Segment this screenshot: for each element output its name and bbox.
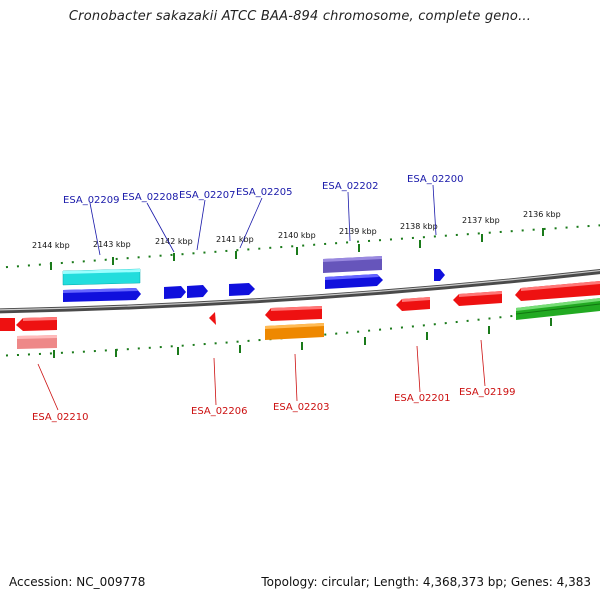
gene-label[interactable]: ESA_02208 xyxy=(122,192,179,203)
gene-label[interactable]: ESA_02202 xyxy=(322,181,379,192)
scale-label: 2141 kbp xyxy=(216,235,254,244)
scale-label: 2140 kbp xyxy=(278,231,316,240)
forward-features xyxy=(62,256,445,302)
scale-label: 2139 kbp xyxy=(339,227,377,236)
gene-label[interactable]: ESA_02207 xyxy=(179,190,236,201)
gene-feature[interactable] xyxy=(434,269,445,281)
gene-labels-bottom: ESA_02210 ESA_02206 ESA_02203 ESA_02201 … xyxy=(32,387,516,423)
gene-label[interactable]: ESA_02210 xyxy=(32,412,89,423)
accession-text: Accession: NC_009778 xyxy=(9,575,146,589)
gene-label[interactable]: ESA_02209 xyxy=(63,195,120,206)
label-leaders-top xyxy=(89,184,437,256)
gene-label[interactable]: ESA_02200 xyxy=(407,174,464,185)
major-ticks-top xyxy=(50,228,544,270)
chromosome-backbone xyxy=(0,269,600,314)
scale-label: 2136 kbp xyxy=(523,210,561,219)
gene-feature[interactable] xyxy=(209,312,216,325)
major-ticks-bottom xyxy=(53,318,552,358)
scale-label: 2143 kbp xyxy=(93,240,131,249)
label-leaders-bottom xyxy=(37,339,486,411)
genome-summary-text: Topology: circular; Length: 4,368,373 bp… xyxy=(261,575,591,589)
gene-label[interactable]: ESA_02201 xyxy=(394,393,451,404)
gene-feature[interactable] xyxy=(187,285,208,298)
gene-label[interactable]: ESA_02205 xyxy=(236,187,293,198)
gene-feature[interactable] xyxy=(515,281,600,301)
gene-feature[interactable] xyxy=(164,286,186,299)
scale-label: 2144 kbp xyxy=(32,241,70,250)
scale-label: 2138 kbp xyxy=(400,222,438,231)
gene-feature[interactable] xyxy=(229,283,255,296)
gene-labels-top: ESA_02209 ESA_02208 ESA_02207 ESA_02205 … xyxy=(63,174,464,206)
scale-label: 2137 kbp xyxy=(462,216,500,225)
gene-label[interactable]: ESA_02199 xyxy=(459,387,516,398)
reverse-features xyxy=(0,281,600,349)
gene-feature[interactable] xyxy=(0,318,15,331)
gene-label[interactable]: ESA_02206 xyxy=(191,406,248,417)
gene-label[interactable]: ESA_02203 xyxy=(273,402,330,413)
scale-labels: 2144 kbp 2143 kbp 2142 kbp 2141 kbp 2140… xyxy=(32,210,561,250)
map-title: Cronobacter sakazakii ATCC BAA-894 chrom… xyxy=(68,9,532,24)
scale-label: 2142 kbp xyxy=(155,237,193,246)
